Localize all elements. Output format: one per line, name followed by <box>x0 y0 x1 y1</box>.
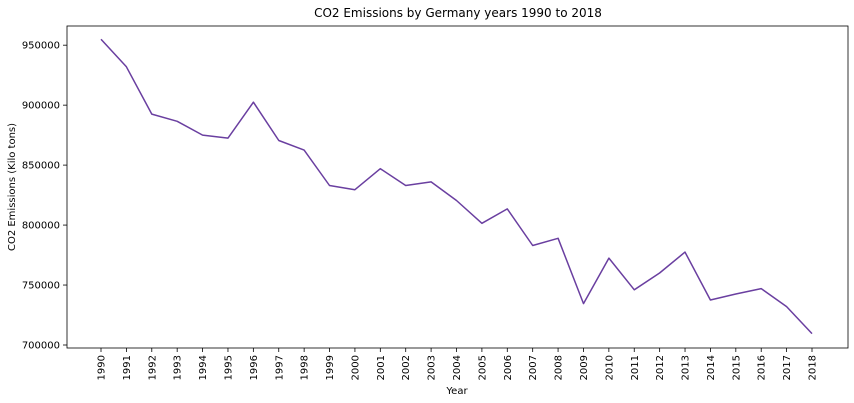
x-tick-label: 2018 <box>808 355 819 380</box>
y-axis-ticks: 700000 750000 800000 850000 900000 950000 <box>22 41 67 352</box>
x-tick-label: 2014 <box>706 355 717 380</box>
y-tick-label: 950000 <box>22 41 60 52</box>
x-tick-label: 1998 <box>300 355 311 380</box>
x-tick-label: 1996 <box>249 355 260 380</box>
x-tick-label: 2006 <box>503 355 514 380</box>
plot-area: 700000 750000 800000 850000 900000 950000 199… <box>22 25 849 380</box>
x-tick-label: 2017 <box>782 355 793 380</box>
y-axis-label: CO2 Emissions (Kilo tons) <box>7 123 18 251</box>
x-tick-label: 2011 <box>630 355 641 380</box>
x-tick-label: 2012 <box>655 355 666 380</box>
x-tick-label: 2010 <box>604 355 615 380</box>
x-tick-label: 2015 <box>731 355 742 380</box>
x-tick-label: 2005 <box>477 355 488 380</box>
y-tick-label: 800000 <box>22 221 60 232</box>
x-tick-label: 1991 <box>122 355 133 380</box>
x-tick-label: 2002 <box>401 355 412 380</box>
y-tick-label: 900000 <box>22 101 60 112</box>
x-tick-label: 2000 <box>350 355 361 380</box>
y-tick-label: 850000 <box>22 161 60 172</box>
x-tick-label: 1992 <box>147 355 158 380</box>
x-tick-label: 1994 <box>198 355 209 380</box>
series-layer <box>100 38 813 335</box>
x-tick-label: 2003 <box>427 355 438 380</box>
y-tick-label: 750000 <box>22 281 60 292</box>
chart-title: CO2 Emissions by Germany years 1990 to 2… <box>314 6 602 20</box>
x-tick-label: 2013 <box>681 355 692 380</box>
x-tick-label: 1993 <box>173 355 184 380</box>
x-tick-label: 2008 <box>554 355 565 380</box>
y-tick-label: 700000 <box>22 341 60 352</box>
x-axis-ticks: 1990 1991 1992 1993 1994 1995 1996 1997 1998 1999… <box>97 348 819 380</box>
x-tick-label: 1990 <box>97 355 108 380</box>
x-tick-label: 1997 <box>274 355 285 380</box>
x-tick-label: 2001 <box>376 355 387 380</box>
series-line <box>100 38 813 335</box>
x-tick-label: 1999 <box>325 355 336 380</box>
x-tick-label: 2009 <box>579 355 590 380</box>
x-tick-label: 1995 <box>223 355 234 380</box>
x-axis-label: Year <box>445 386 468 397</box>
x-tick-label: 2007 <box>528 355 539 380</box>
plot-frame <box>66 25 849 349</box>
x-tick-label: 2004 <box>452 355 463 380</box>
x-tick-label: 2016 <box>757 355 768 380</box>
